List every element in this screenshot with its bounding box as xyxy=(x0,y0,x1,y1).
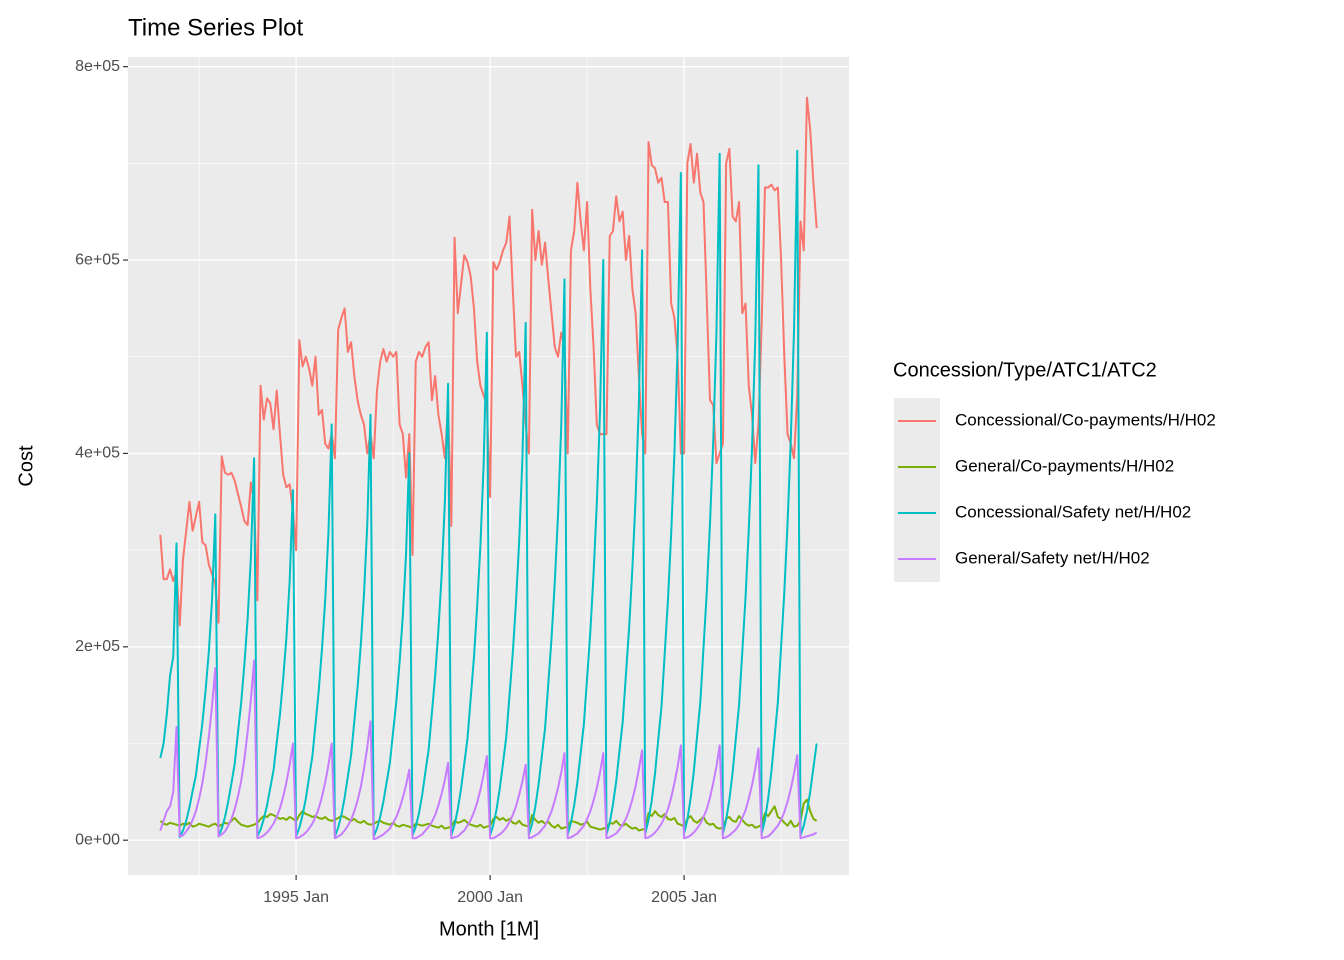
series-line xyxy=(159,659,818,841)
y-tick-label: 6e+05 xyxy=(75,251,120,268)
x-tick-label: 2000 Jan xyxy=(457,889,523,906)
chart-title: Time Series Plot xyxy=(128,14,303,41)
series-line xyxy=(159,149,818,839)
legend-key-background xyxy=(894,398,940,582)
y-tick-label: 2e+05 xyxy=(75,638,120,655)
y-axis-label: Cost xyxy=(15,445,37,487)
legend-label: Concessional/Co-payments/H/H02 xyxy=(955,410,1216,429)
x-tick-label: 1995 Jan xyxy=(263,889,329,906)
y-tick-label: 8e+05 xyxy=(75,58,120,75)
y-tick-label: 4e+05 xyxy=(75,445,120,462)
legend-label: Concessional/Safety net/H/H02 xyxy=(955,502,1191,521)
y-tick-label: 0e+00 xyxy=(75,831,120,848)
lines xyxy=(159,96,818,841)
legend-label: General/Co-payments/H/H02 xyxy=(955,456,1174,475)
legend-title: Concession/Type/ATC1/ATC2 xyxy=(893,359,1157,381)
legend: Concessional/Co-payments/H/H02 General/Co… xyxy=(894,398,1216,582)
x-axis-label: Month [1M] xyxy=(439,918,539,940)
x-tick-label: 2005 Jan xyxy=(651,889,717,906)
legend-label: General/Safety net/H/H02 xyxy=(955,548,1150,567)
series-line xyxy=(159,798,818,832)
